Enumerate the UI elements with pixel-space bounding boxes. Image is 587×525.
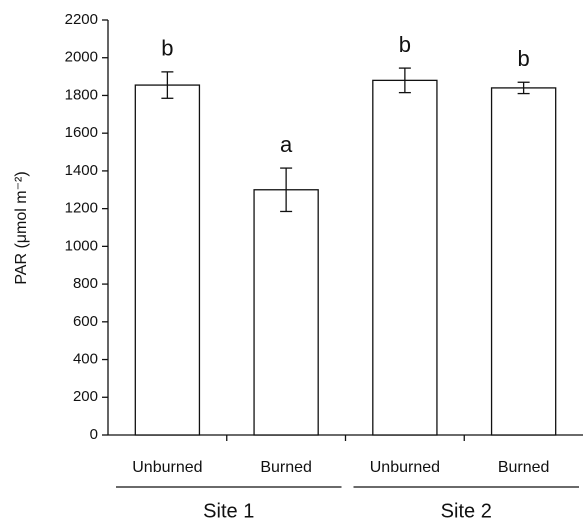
y-tick-label: 800 xyxy=(73,275,98,292)
significance-letter: b xyxy=(399,32,411,57)
y-tick-label: 1800 xyxy=(65,86,98,103)
error-bar xyxy=(280,167,293,213)
group-label: Site 2 xyxy=(441,500,492,522)
x-tick-label: Unburned xyxy=(132,459,202,476)
significance-letter: b xyxy=(161,36,173,61)
y-axis-label: PAR (μmol m⁻²) xyxy=(13,171,30,284)
x-tick-label: Burned xyxy=(498,459,550,476)
group-label: Site 1 xyxy=(203,500,254,522)
y-tick-label: 1000 xyxy=(65,237,98,254)
significance-letter: a xyxy=(280,132,293,157)
bar xyxy=(490,87,557,436)
bar xyxy=(253,189,319,436)
y-tick-label: 1600 xyxy=(65,124,98,141)
x-tick-label: Unburned xyxy=(370,459,440,476)
error-bar xyxy=(161,71,174,99)
bar xyxy=(372,79,438,436)
y-tick-label: 2200 xyxy=(65,11,98,28)
y-tick-label: 400 xyxy=(73,351,98,368)
error-bar xyxy=(517,81,530,95)
significance-letter: b xyxy=(518,46,530,71)
x-tick-label: Burned xyxy=(260,459,312,476)
y-tick-label: 200 xyxy=(73,388,98,405)
error-bar xyxy=(398,67,411,94)
y-tick-label: 600 xyxy=(73,313,98,330)
bar xyxy=(134,84,201,436)
y-tick-label: 2000 xyxy=(65,49,98,66)
y-tick-label: 1400 xyxy=(65,162,98,179)
y-tick-label: 1200 xyxy=(65,200,98,217)
y-tick-label: 0 xyxy=(90,426,98,443)
